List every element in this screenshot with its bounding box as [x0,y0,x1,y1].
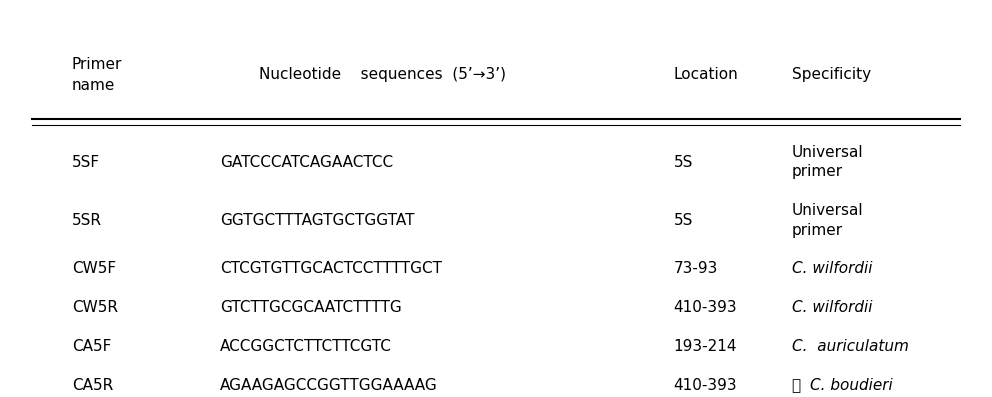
Text: 5SF: 5SF [71,154,100,170]
Text: Universal
primer: Universal primer [792,203,864,238]
Text: C. wilfordii: C. wilfordii [792,261,872,276]
Text: 를: 를 [792,378,806,393]
Text: CW5R: CW5R [71,300,118,315]
Text: GGTGCTTTAGTGCTGGTAT: GGTGCTTTAGTGCTGGTAT [220,213,415,228]
Text: CA5R: CA5R [71,378,113,393]
Text: CTCGTGTTGCACTCCTTTTGCT: CTCGTGTTGCACTCCTTTTGCT [220,261,441,276]
Text: 5SR: 5SR [71,213,102,228]
Text: Universal
primer: Universal primer [792,145,864,179]
Text: Specificity: Specificity [792,67,871,82]
Text: C.  auriculatum: C. auriculatum [792,339,909,354]
Text: C. boudieri: C. boudieri [809,378,893,393]
Text: 410-393: 410-393 [674,300,737,315]
Text: GATCCCATCAGAACTCC: GATCCCATCAGAACTCC [220,154,393,170]
Text: Primer
name: Primer name [71,57,122,93]
Text: ACCGGCTCTTCTTCGTC: ACCGGCTCTTCTTCGTC [220,339,392,354]
Text: CA5F: CA5F [71,339,111,354]
Text: 5S: 5S [674,154,693,170]
Text: Location: Location [674,67,738,82]
Text: 193-214: 193-214 [674,339,737,354]
Text: 410-393: 410-393 [674,378,737,393]
Text: CW5F: CW5F [71,261,116,276]
Text: AGAAGAGCCGGTTGGAAAAG: AGAAGAGCCGGTTGGAAAAG [220,378,437,393]
Text: Nucleotide    sequences  (5’→3’): Nucleotide sequences (5’→3’) [259,67,506,82]
Text: 73-93: 73-93 [674,261,718,276]
Text: C. wilfordii: C. wilfordii [792,300,872,315]
Text: 5S: 5S [674,213,693,228]
Text: GTCTTGCGCAATCTTTTG: GTCTTGCGCAATCTTTTG [220,300,402,315]
